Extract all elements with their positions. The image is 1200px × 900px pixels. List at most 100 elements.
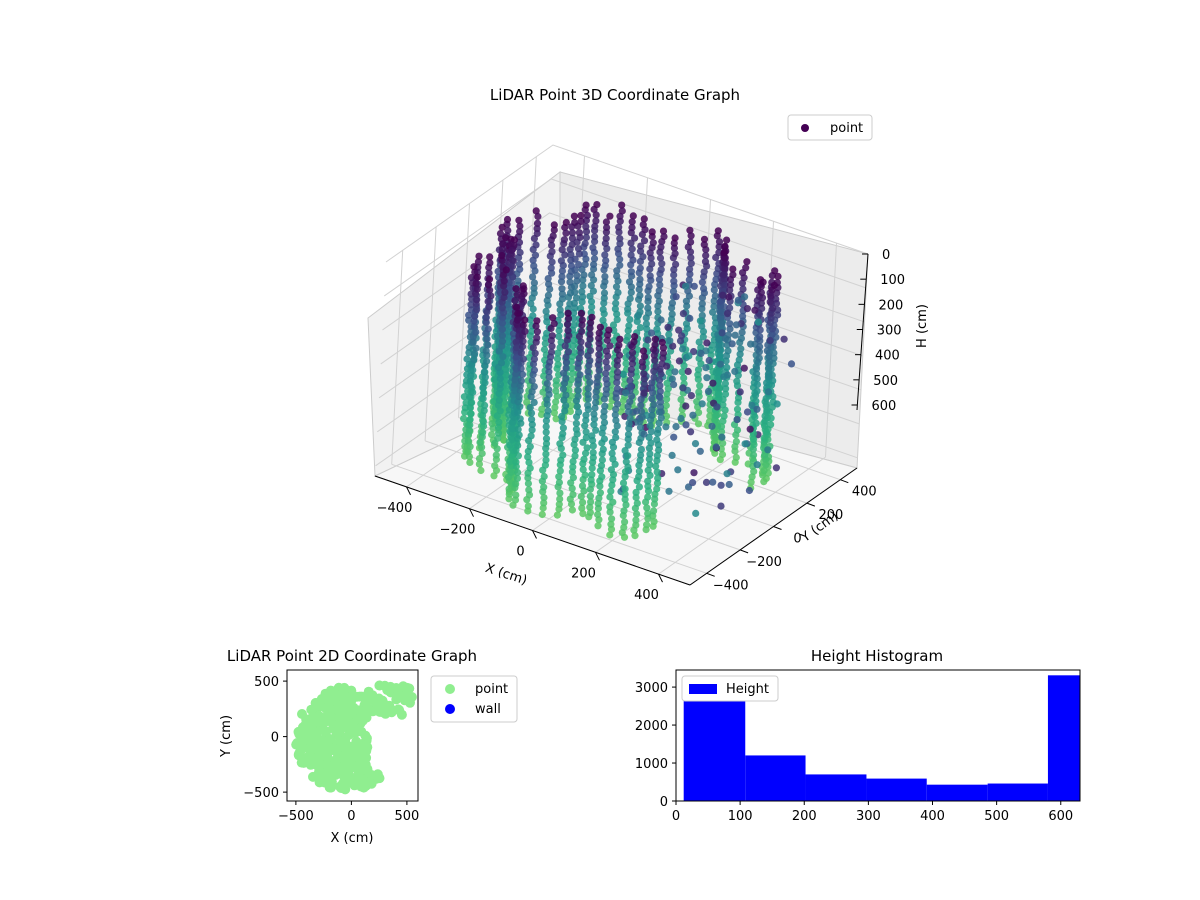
point-3d [748, 401, 756, 409]
point-3d [626, 398, 634, 406]
point-3d [605, 326, 613, 334]
point-3d [628, 392, 636, 400]
point-3d [467, 274, 475, 282]
point-3d [572, 294, 581, 302]
point-3d [723, 310, 732, 318]
point-3d [619, 479, 628, 487]
point-3d [498, 304, 506, 312]
point-3d [600, 294, 608, 302]
point-3d [461, 442, 469, 450]
point-3d [656, 254, 665, 262]
point-3d [553, 355, 562, 363]
point-3d [532, 207, 540, 215]
point-3d [657, 243, 665, 251]
point-3d [724, 347, 732, 355]
point-3d [582, 416, 590, 424]
point-3d [468, 399, 476, 407]
point-3d [466, 416, 474, 424]
point-3d [720, 303, 728, 311]
point-3d [773, 400, 781, 408]
point-3d [516, 415, 524, 423]
point-3d [503, 215, 512, 224]
point-3d [621, 518, 629, 526]
point-2d [402, 682, 413, 693]
chart-3d: LiDAR Point 3D Coordinate Graph −400 −200… [367, 86, 930, 603]
point-3d [698, 278, 707, 286]
point-3d [682, 421, 690, 429]
point-2d [315, 700, 325, 711]
point-3d [476, 438, 484, 446]
point-3d [562, 218, 570, 227]
point-3d [531, 251, 540, 259]
x-axis-label-2d: X (cm) [331, 831, 374, 846]
point-2d [321, 767, 332, 778]
point-3d [601, 251, 609, 259]
point-3d [578, 327, 586, 336]
point-3d [494, 423, 503, 432]
point-3d [621, 495, 629, 503]
point-3d [511, 376, 519, 384]
point-3d [658, 260, 666, 268]
point-2d [349, 780, 360, 791]
point-2d [340, 735, 351, 746]
point-3d [621, 490, 629, 498]
point-3d [704, 387, 713, 395]
point-3d [787, 360, 796, 368]
point-3d [612, 299, 620, 307]
z-tick-label-3d: 600 [872, 399, 897, 414]
point-3d [731, 367, 739, 375]
point-3d [697, 344, 705, 352]
point-3d [556, 495, 564, 503]
point-3d [513, 344, 521, 352]
point-3d [586, 508, 595, 517]
point-3d [689, 479, 697, 487]
point-3d [709, 308, 717, 316]
point-3d [721, 335, 730, 343]
histogram-x-tick-label: 0 [672, 809, 680, 824]
point-3d [575, 408, 583, 416]
point-2d [301, 727, 312, 738]
point-3d [636, 275, 644, 283]
point-3d [763, 347, 771, 355]
point-3d [567, 256, 575, 264]
point-3d [496, 230, 505, 238]
ticks-2d: −500 0 500 −500 0 500 [243, 675, 419, 824]
point-3d [465, 316, 473, 324]
point-3d [656, 281, 664, 289]
point-3d [564, 320, 572, 328]
point-3d [721, 281, 729, 289]
point-2d [361, 704, 372, 715]
point-3d [654, 307, 662, 316]
point-3d [498, 223, 506, 231]
point-3d [639, 347, 648, 355]
point-3d [512, 338, 520, 346]
histogram-x-tick-label: 400 [920, 809, 945, 824]
point-3d [496, 375, 504, 383]
point-3d [747, 478, 755, 486]
histogram-frame [675, 669, 1081, 802]
point-3d [745, 486, 754, 495]
point-3d [622, 458, 630, 466]
point-3d [699, 327, 708, 336]
point-3d [589, 454, 597, 462]
point-3d [635, 285, 643, 293]
point-3d [516, 228, 524, 236]
point-3d [694, 420, 703, 428]
point-3d [472, 344, 480, 352]
histogram-x-tick-label: 600 [1048, 809, 1073, 824]
point-3d [550, 221, 558, 229]
point-3d [612, 433, 620, 442]
point-3d [511, 387, 519, 395]
point-3d [602, 257, 610, 265]
point-3d [460, 393, 468, 401]
point-3d [635, 473, 643, 481]
point-3d [720, 373, 728, 381]
point-3d [677, 414, 685, 423]
point-3d [690, 348, 698, 356]
point-3d [651, 341, 659, 349]
point-3d [659, 349, 668, 357]
point-3d [484, 341, 492, 349]
point-3d [765, 352, 773, 361]
point-3d [654, 474, 662, 482]
z-axis-label-3d: H (cm) [915, 304, 930, 348]
